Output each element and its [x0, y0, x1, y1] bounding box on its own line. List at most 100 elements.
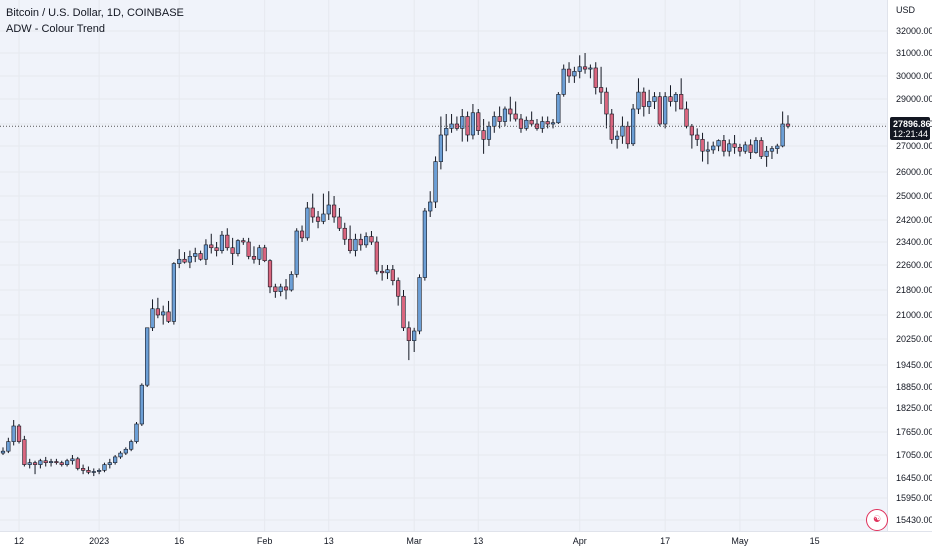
price-tick-label: 17050.00: [896, 450, 932, 460]
candle: [636, 78, 641, 114]
price-tick-label: 30000.00: [896, 71, 932, 81]
price-tick-label: 21000.00: [896, 310, 932, 320]
candle-body-up: [556, 94, 561, 124]
tradingview-logo-icon[interactable]: ☯: [866, 509, 888, 531]
gridlines: [0, 0, 887, 531]
candle-body-up: [129, 441, 134, 450]
candle-body-down: [337, 216, 342, 229]
price-tag-countdown: 12:21:44: [893, 129, 928, 139]
candle: [572, 66, 577, 83]
candle: [315, 211, 321, 229]
candle: [566, 62, 572, 83]
candle-body-up: [647, 101, 652, 107]
candle-body-up: [540, 121, 545, 129]
candle-body-down: [166, 311, 171, 322]
symbol-title[interactable]: Bitcoin / U.S. Dollar, 1D, COINBASE: [6, 7, 184, 19]
candle: [502, 106, 508, 127]
candle: [139, 383, 144, 426]
candle-body-up: [102, 464, 107, 471]
candle: [107, 458, 112, 469]
candle-body-up: [775, 145, 780, 149]
candle: [593, 62, 598, 95]
candle-body-up: [113, 456, 118, 463]
candle-body-down: [347, 238, 353, 251]
candle-body-up: [171, 263, 176, 322]
candle-body-up: [422, 210, 427, 278]
candle-body-up: [70, 458, 75, 462]
candle: [54, 458, 59, 465]
candle-body-down: [396, 280, 401, 297]
candle: [374, 236, 379, 275]
candle: [134, 422, 139, 444]
candle-body-up: [577, 66, 582, 72]
price-tick-label: 31000.00: [896, 48, 932, 58]
candle-body-up: [64, 460, 70, 465]
candle-body-down: [695, 134, 700, 140]
candle: [695, 128, 700, 146]
candle: [129, 439, 134, 452]
candle-body-down: [241, 240, 246, 243]
candle: [433, 156, 438, 208]
time-tick-label: 15: [810, 536, 820, 546]
price-tick-label: 32000.00: [896, 26, 932, 36]
candle: [81, 464, 86, 475]
candle: [497, 106, 502, 129]
candle-body-up: [764, 150, 769, 157]
price-tick-label: 27000.00: [896, 141, 932, 151]
candle: [0, 447, 6, 455]
time-scale-panel[interactable]: [0, 532, 932, 550]
candle: [620, 116, 625, 144]
candle: [70, 455, 75, 465]
time-tick-label: Apr: [573, 536, 587, 546]
candle: [460, 109, 465, 142]
indicator-name[interactable]: ADW - Colour Trend: [6, 23, 106, 35]
candle: [91, 468, 96, 477]
candle-body-up: [614, 135, 620, 140]
candle: [679, 78, 684, 110]
candle: [753, 137, 759, 154]
candle-body-up: [326, 204, 331, 215]
candle-body-down: [262, 247, 267, 261]
candle-body-down: [182, 258, 187, 263]
candle-body-up: [486, 125, 492, 140]
candle-body-up: [620, 125, 625, 137]
price-scale-panel[interactable]: [887, 0, 932, 531]
price-tag: [890, 117, 930, 140]
candle-body-up: [107, 462, 112, 465]
candle: [310, 193, 315, 223]
candle-body-up: [417, 277, 422, 332]
candle: [657, 92, 662, 127]
candle: [150, 299, 155, 331]
candle: [721, 135, 726, 157]
candle: [118, 451, 123, 459]
time-tick-label: 13: [473, 536, 483, 546]
candle-body-up: [412, 330, 417, 341]
time-tick-label: 13: [324, 536, 334, 546]
price-tick-label: 18850.00: [896, 382, 932, 392]
price-tick-label: 15950.00: [896, 493, 932, 503]
candle: [524, 116, 529, 131]
candle-body-up: [663, 96, 668, 125]
candle-body-down: [737, 147, 743, 152]
candle: [764, 146, 769, 167]
candle: [289, 271, 294, 292]
candle: [48, 458, 54, 467]
candle-body-down: [598, 87, 604, 93]
candle-body-up: [492, 116, 497, 127]
candle-body-up: [289, 274, 294, 291]
candle: [187, 250, 193, 269]
candle-body-down: [641, 91, 646, 107]
time-tick-label: 2023: [89, 536, 109, 546]
price-tick-label: 25000.00: [896, 191, 932, 201]
candle-body-up: [364, 236, 369, 246]
candle: [417, 274, 422, 335]
candle-body-up: [278, 286, 283, 292]
candle: [6, 437, 11, 454]
candle-body-up: [438, 134, 443, 162]
candle-body-down: [700, 139, 705, 152]
price-tick-label: 15430.00: [896, 515, 932, 525]
price-tick-label: 19450.00: [896, 360, 932, 370]
price-tick-label: 23400.00: [896, 237, 932, 247]
candle-body-down: [684, 108, 689, 127]
